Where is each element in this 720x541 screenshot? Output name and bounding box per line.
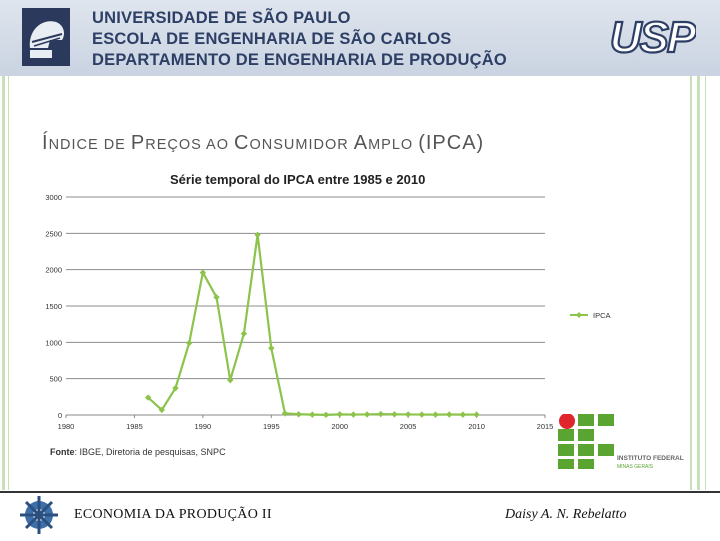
left-accent-bar bbox=[2, 76, 5, 490]
data-point bbox=[268, 344, 275, 352]
data-point bbox=[336, 411, 343, 418]
footer-author: Daisy A. N. Rebelatto bbox=[505, 507, 627, 522]
ifmg-logo: INSTITUTO FEDERAL MINAS GERAIS bbox=[558, 413, 698, 470]
data-point bbox=[309, 411, 316, 418]
title-part-4-small: MPLO bbox=[368, 137, 419, 153]
data-point bbox=[322, 411, 330, 419]
slide-title: ÍNDICE DE PREÇOS AO CONSUMIDOR AMPLO (IP… bbox=[42, 132, 484, 155]
ifmg-red-dot bbox=[559, 413, 575, 429]
source-label: Fonte bbox=[50, 447, 75, 457]
header-banner: UNIVERSIDADE DE SÃO PAULO ESCOLA DE ENGE… bbox=[0, 0, 720, 76]
legend-label: IPCA bbox=[593, 311, 611, 320]
legend-marker bbox=[576, 312, 582, 318]
x-tick-label: 1990 bbox=[195, 422, 212, 431]
right-accent-bar-3 bbox=[705, 76, 706, 490]
ifmg-line-1: INSTITUTO FEDERAL bbox=[617, 455, 684, 462]
y-tick-label: 1500 bbox=[45, 302, 62, 311]
data-point bbox=[363, 411, 371, 418]
x-tick-label: 2000 bbox=[331, 422, 348, 431]
y-tick-label: 500 bbox=[49, 375, 62, 384]
title-part-5-big: (IPCA) bbox=[418, 132, 485, 154]
x-tick-label: 2010 bbox=[468, 422, 485, 431]
title-part-1-small: NDICE DE bbox=[48, 137, 131, 153]
data-point bbox=[377, 410, 384, 418]
data-point bbox=[473, 411, 480, 418]
data-point bbox=[432, 411, 439, 418]
eesc-logo bbox=[22, 8, 70, 66]
data-point bbox=[158, 406, 165, 414]
data-point bbox=[391, 411, 398, 418]
data-point bbox=[227, 376, 234, 384]
footer-divider bbox=[0, 491, 720, 493]
data-point bbox=[404, 411, 412, 418]
right-accent-bar-2 bbox=[697, 76, 700, 490]
footer-course-name: ECONOMIA DA PRODUÇÃO II bbox=[74, 507, 272, 522]
helmet-icon bbox=[22, 8, 70, 66]
usp-logo: USP bbox=[608, 12, 700, 63]
x-tick-label: 2015 bbox=[537, 422, 554, 431]
data-point bbox=[185, 339, 193, 347]
data-point bbox=[295, 411, 302, 418]
data-point bbox=[240, 330, 248, 337]
x-tick-label: 1985 bbox=[126, 422, 143, 431]
x-tick-label: 1995 bbox=[263, 422, 280, 431]
data-point bbox=[254, 231, 261, 238]
title-part-4-big: A bbox=[353, 132, 369, 154]
x-tick-label: 1980 bbox=[58, 422, 75, 431]
title-part-3-big: C bbox=[234, 132, 250, 154]
data-point bbox=[418, 411, 426, 418]
chart-source: Fonte: IBGE, Diretoria de pesquisas, SNP… bbox=[50, 447, 226, 457]
header-line-1: UNIVERSIDADE DE SÃO PAULO bbox=[92, 9, 351, 27]
data-point bbox=[459, 411, 467, 418]
data-point bbox=[213, 294, 220, 301]
chart-title: Série temporal do IPCA entre 1985 e 2010 bbox=[170, 172, 426, 187]
series-line-ipca bbox=[147, 233, 477, 416]
title-part-2-big: P bbox=[130, 132, 146, 154]
usp-logo-text: USP bbox=[610, 14, 696, 58]
y-tick-label: 2000 bbox=[45, 266, 62, 275]
data-point bbox=[281, 410, 289, 417]
source-text: : IBGE, Diretoria de pesquisas, SNPC bbox=[74, 447, 226, 457]
title-part-1-big: Í bbox=[42, 132, 49, 154]
footer-logo bbox=[18, 494, 60, 536]
data-point bbox=[172, 384, 179, 392]
title-part-2-small: REÇOS AO bbox=[145, 137, 235, 153]
ifmg-line-2: MINAS GERAIS bbox=[617, 464, 654, 470]
y-tick-label: 0 bbox=[58, 411, 62, 420]
y-tick-label: 1000 bbox=[45, 338, 62, 347]
data-point bbox=[199, 269, 207, 276]
y-tick-label: 3000 bbox=[45, 193, 62, 202]
left-accent-bar-thin bbox=[8, 76, 9, 490]
header-line-2: ESCOLA DE ENGENHARIA DE SÃO CARLOS bbox=[92, 30, 452, 48]
title-part-3-small: ONSUMIDOR bbox=[249, 137, 354, 153]
data-point bbox=[144, 394, 152, 401]
data-point bbox=[350, 411, 357, 418]
x-tick-label: 2005 bbox=[400, 422, 417, 431]
y-tick-label: 2500 bbox=[45, 229, 62, 238]
data-point bbox=[446, 411, 453, 418]
gear-network-icon bbox=[20, 496, 58, 534]
right-accent-bar bbox=[690, 76, 692, 490]
header-line-3: DEPARTAMENTO DE ENGENHARIA DE PRODUÇÃO bbox=[92, 51, 507, 69]
